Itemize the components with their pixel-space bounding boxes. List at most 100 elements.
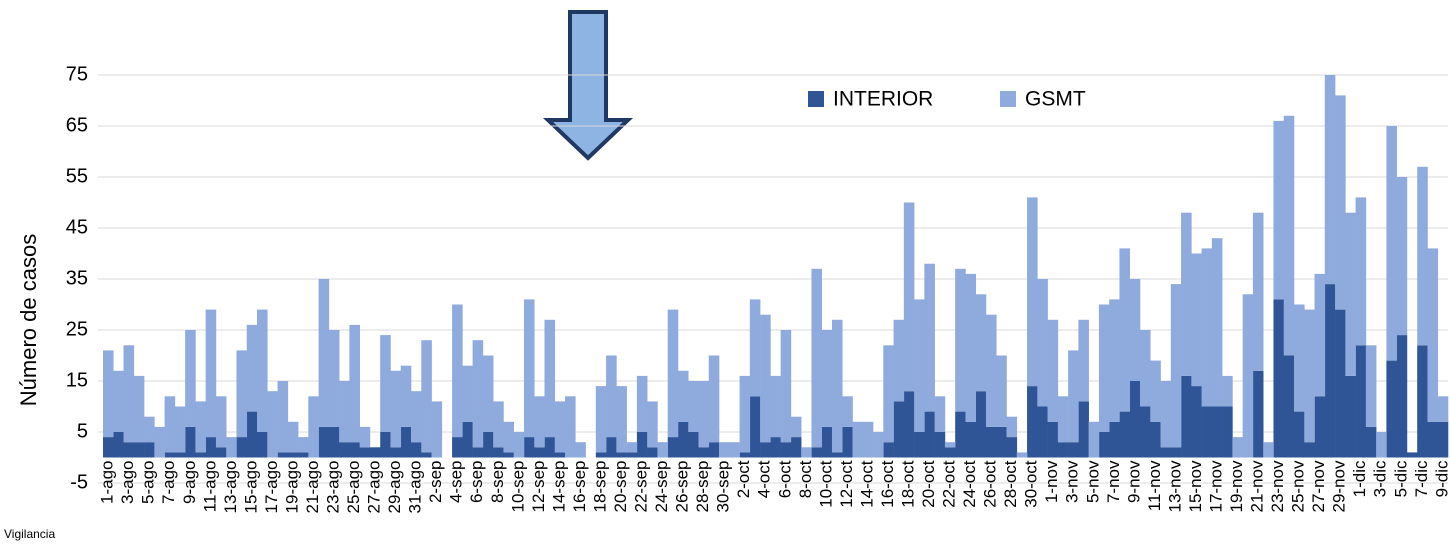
- bar-segment: [749, 396, 761, 458]
- bar-segment: [1068, 442, 1079, 458]
- bar-segment: [1098, 304, 1110, 432]
- bar-segment: [1119, 411, 1131, 458]
- x-tick-label: 7-nov: [1104, 460, 1123, 503]
- bar-segment: [1437, 396, 1449, 422]
- bar-segment: [595, 452, 607, 458]
- bar-segment: [185, 330, 196, 427]
- bar-segment: [985, 314, 997, 427]
- x-tick-label: 8-oct: [796, 460, 815, 498]
- bar-segment: [1006, 416, 1018, 438]
- bar-segment: [739, 375, 751, 453]
- bar-segment: [934, 396, 946, 432]
- bar-segment: [544, 437, 556, 458]
- bar-segment: [698, 381, 710, 448]
- bar-segment: [677, 421, 689, 458]
- bar-segment: [133, 375, 145, 443]
- bar-segment: [103, 437, 114, 458]
- x-tick-label: 23-ago: [323, 461, 342, 514]
- bar-segment: [760, 442, 771, 458]
- bar-segment: [1016, 452, 1028, 458]
- bar-segment: [1129, 279, 1141, 381]
- bar-segment: [811, 268, 823, 448]
- x-tick-label: 24-oct: [960, 460, 979, 508]
- bar-segment: [1037, 279, 1048, 407]
- x-tick-label: 26-oct: [981, 460, 1000, 508]
- x-tick-label: 14-sep: [549, 461, 568, 513]
- bar-segment: [1211, 238, 1223, 407]
- x-tick-label: 24-sep: [652, 461, 671, 513]
- bar-segment: [1304, 309, 1315, 443]
- bar-segment: [359, 426, 371, 448]
- x-tick-label: 22-sep: [632, 461, 651, 513]
- bar-segment: [277, 381, 289, 453]
- bar-segment: [883, 345, 894, 443]
- legend-swatch: [1000, 91, 1016, 107]
- bar-segment: [411, 442, 422, 458]
- bar-segment: [1201, 248, 1213, 407]
- x-tick-label: 23-nov: [1268, 460, 1287, 512]
- bar-segment: [236, 350, 248, 438]
- bar-segment: [133, 442, 145, 458]
- bar-segment: [985, 426, 997, 458]
- bar-segment: [328, 330, 340, 427]
- bar-segment: [1201, 406, 1213, 458]
- bar-segment: [380, 432, 391, 458]
- x-tick-label: 30-oct: [1022, 460, 1041, 508]
- bar-segment: [626, 442, 638, 453]
- bar-segment: [616, 386, 627, 453]
- x-tick-label: 12-sep: [529, 461, 548, 513]
- x-tick-label: 25-nov: [1289, 460, 1308, 512]
- bar-segment: [1191, 386, 1202, 458]
- x-tick-label: 18-sep: [590, 461, 609, 513]
- bar-segment: [523, 437, 535, 458]
- y-tick-label: 35: [66, 267, 88, 289]
- bar-segment: [1314, 273, 1326, 397]
- bar-segment: [657, 442, 668, 458]
- bar-segment: [472, 447, 484, 458]
- bar-segment: [708, 355, 720, 443]
- bar-segment: [113, 432, 124, 458]
- bar-segment: [729, 442, 740, 458]
- bar-segment: [801, 447, 812, 458]
- bar-segment: [893, 401, 905, 458]
- bar-segment: [154, 426, 165, 458]
- x-tick-label: 5-nov: [1083, 460, 1102, 503]
- x-tick-label: 9-nov: [1124, 460, 1143, 503]
- bar-segment: [647, 401, 658, 448]
- x-tick-label: 4-sep: [447, 461, 466, 504]
- x-tick-label: 28-sep: [693, 461, 712, 513]
- bar-segment: [1252, 370, 1264, 458]
- legend-label: GSMT: [1025, 88, 1086, 111]
- bar-segment: [1068, 350, 1079, 443]
- x-tick-label: 8-sep: [488, 461, 507, 504]
- bar-segment: [185, 426, 196, 458]
- bar-segment: [1170, 284, 1182, 448]
- bar-segment: [1273, 120, 1285, 300]
- bar-segment: [965, 421, 977, 458]
- x-tick-label: 29-ago: [385, 461, 404, 514]
- bar-segment: [359, 447, 371, 458]
- x-tick-label: 9-dic: [1432, 460, 1450, 497]
- bar-segment: [1139, 330, 1151, 407]
- bar-segment: [1437, 421, 1449, 458]
- y-tick-label: 5: [77, 420, 88, 442]
- bar-segment: [708, 442, 720, 458]
- bar-segment: [1365, 345, 1377, 427]
- bar-segment: [1417, 166, 1428, 346]
- bar-segment: [1273, 299, 1285, 458]
- bar-segment: [616, 452, 627, 458]
- bar-segment: [944, 442, 956, 448]
- x-tick-label: 21-nov: [1248, 460, 1267, 512]
- x-tick-label: 12-oct: [837, 460, 856, 508]
- bar-segment: [975, 391, 987, 458]
- bar-segment: [1047, 421, 1059, 458]
- bar-segment: [534, 447, 545, 458]
- bar-segment: [1417, 345, 1428, 458]
- bar-segment: [534, 396, 545, 448]
- x-tick-label: 28-oct: [1001, 460, 1020, 508]
- x-tick-label: 30-sep: [714, 461, 733, 513]
- x-tick-label: 17-nov: [1206, 460, 1225, 512]
- bar-segment: [1242, 294, 1254, 458]
- x-tick-label: 3-dic: [1371, 460, 1390, 497]
- bar-segment: [1232, 437, 1243, 458]
